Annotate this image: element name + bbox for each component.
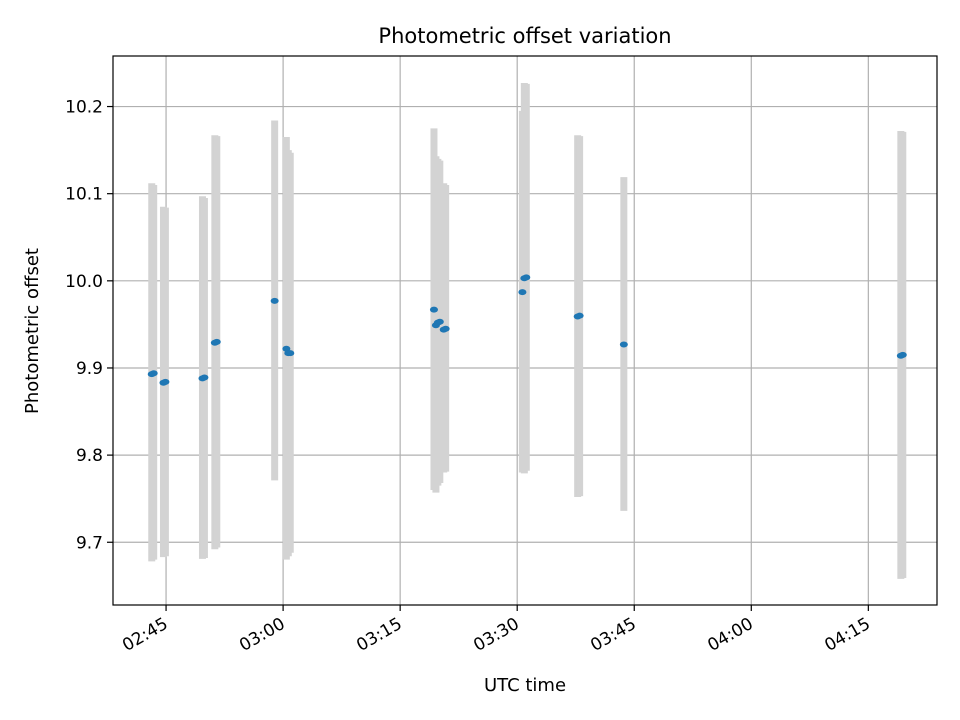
data-point: [200, 374, 209, 381]
data-point: [212, 338, 221, 345]
y-tick-label: 10.2: [65, 98, 103, 118]
y-tick-label: 10.1: [65, 185, 103, 205]
y-axis-ticks: 9.7 9.8 9.9 10.0 10.1 10.2: [65, 98, 113, 553]
data-point: [149, 370, 158, 377]
data-point: [898, 351, 907, 358]
data-point: [270, 297, 279, 304]
data-point: [522, 274, 531, 281]
data-point: [429, 306, 438, 313]
data-points: [147, 274, 907, 386]
y-tick-label: 9.9: [76, 359, 103, 379]
y-tick-label: 9.8: [76, 446, 103, 466]
y-axis-label: Photometric offset: [22, 248, 43, 414]
data-point: [619, 341, 628, 348]
data-point: [286, 350, 295, 357]
data-point: [435, 318, 444, 325]
chart-title: Photometric offset variation: [378, 24, 671, 48]
x-axis-label: UTC time: [484, 675, 566, 696]
y-tick-label: 9.7: [76, 533, 103, 553]
plot-frame: [112, 55, 938, 606]
data-point: [161, 378, 170, 385]
data-point: [518, 289, 527, 296]
y-tick-label: 10.0: [65, 272, 103, 292]
data-point: [441, 325, 450, 332]
data-point: [575, 312, 584, 319]
